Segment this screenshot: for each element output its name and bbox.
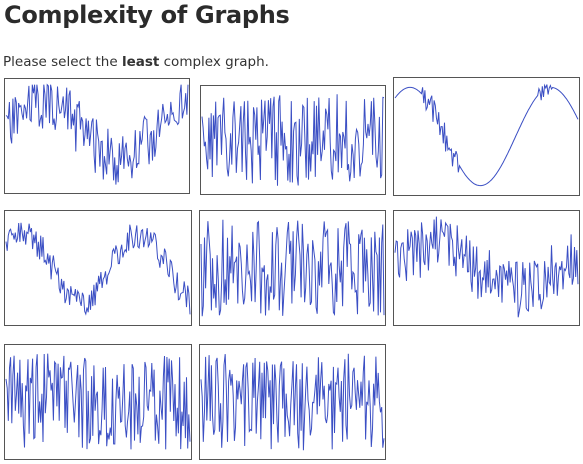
instruction-text: Please select the least complex graph. (3, 53, 269, 71)
graph-line-2 (201, 94, 385, 186)
graph-line-6 (394, 216, 579, 318)
graph-plot-1 (5, 83, 189, 185)
graph-line-7 (5, 353, 191, 450)
graph-plot-4 (5, 222, 191, 316)
graph-plot-3 (394, 83, 579, 187)
graph-card-2[interactable] (200, 85, 386, 195)
graph-plot-7 (5, 353, 191, 450)
graph-plot-8 (200, 353, 385, 451)
graph-card-4[interactable] (4, 210, 192, 326)
graph-line-5 (200, 219, 385, 317)
instruction-after: complex graph. (159, 54, 269, 70)
instruction-emphasis: least (121, 54, 160, 70)
graph-plot-5 (200, 219, 385, 317)
graph-card-7[interactable] (4, 344, 192, 460)
instruction-before: Please select the (3, 54, 122, 70)
graph-line-1 (5, 83, 189, 185)
graph-line-3 (394, 83, 579, 187)
graph-plot-2 (201, 94, 385, 186)
graph-card-8[interactable] (199, 344, 386, 460)
graph-line-4 (5, 222, 191, 316)
graph-card-6[interactable] (393, 210, 580, 326)
graph-plot-6 (394, 216, 579, 318)
graph-line-8 (200, 353, 385, 451)
graph-card-3[interactable] (393, 77, 580, 196)
graph-card-1[interactable] (4, 78, 190, 194)
graph-card-5[interactable] (199, 210, 386, 326)
page-title: Complexity of Graphs (4, 1, 290, 29)
